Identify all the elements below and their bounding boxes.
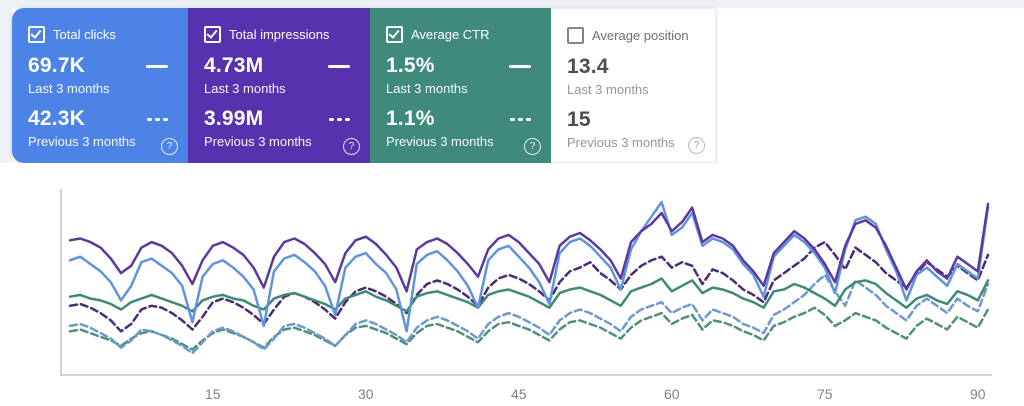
metric-value-current: 1.5% — [386, 54, 435, 77]
x-axis-tick-label: 75 — [817, 386, 833, 402]
metrics-summary-panel: Total clicks 69.7K Last 3 months 42.3K P… — [12, 8, 716, 163]
metric-card-total-clicks[interactable]: Total clicks 69.7K Last 3 months 42.3K P… — [12, 8, 188, 163]
x-axis-tick-label: 90 — [970, 386, 986, 402]
period-previous-label: Previous 3 months — [386, 134, 494, 149]
period-previous-label: Previous 3 months — [567, 135, 675, 150]
x-axis-tick-label: 15 — [205, 386, 221, 402]
performance-chart-canvas: 15 30 45 60 75 90 — [60, 189, 992, 402]
checkbox-checked-icon[interactable] — [204, 26, 221, 43]
dashed-line-legend-icon — [329, 117, 350, 121]
metric-card-average-position[interactable]: Average position 13.4 Last 3 months 15 P… — [551, 8, 716, 163]
period-current-label: Last 3 months — [28, 81, 110, 96]
solid-line-legend-icon — [509, 64, 531, 68]
metric-label: Total clicks — [53, 27, 116, 42]
metric-card-average-ctr[interactable]: Average CTR 1.5% Last 3 months 1.1% Prev… — [370, 8, 551, 163]
metric-value-current: 4.73M — [204, 54, 264, 77]
chart-line-ctr-previous — [68, 306, 990, 351]
metric-value-current: 13.4 — [567, 55, 609, 78]
metric-value-previous: 3.99M — [204, 107, 264, 130]
period-current-label: Last 3 months — [204, 81, 286, 96]
metric-value-previous: 42.3K — [28, 107, 86, 130]
metric-label: Average CTR — [411, 27, 490, 42]
period-previous-label: Previous 3 months — [204, 134, 312, 149]
chart-line-impressions-previous — [68, 240, 990, 333]
solid-line-legend-icon — [328, 64, 350, 68]
help-icon[interactable] — [688, 137, 705, 154]
chart-line-impressions-current — [68, 202, 990, 293]
checkbox-checked-icon[interactable] — [28, 26, 45, 43]
chart-line-ctr-current — [68, 277, 990, 313]
page-background-strip-top — [0, 0, 1024, 8]
chart-line-clicks-current — [68, 200, 990, 333]
help-icon[interactable] — [343, 138, 360, 155]
metric-label: Average position — [592, 28, 689, 43]
checkbox-unchecked-icon[interactable] — [567, 27, 584, 44]
help-icon[interactable] — [161, 138, 178, 155]
period-current-label: Last 3 months — [567, 82, 649, 97]
solid-line-legend-icon — [146, 64, 168, 68]
metric-card-total-impressions[interactable]: Total impressions 4.73M Last 3 months 3.… — [188, 8, 370, 163]
metric-value-current: 69.7K — [28, 54, 86, 77]
metric-value-previous: 1.1% — [386, 107, 435, 130]
x-axis-tick-label: 30 — [358, 386, 374, 402]
metric-label: Total impressions — [229, 27, 330, 42]
performance-chart: 15 30 45 60 75 90 — [0, 163, 1024, 406]
metric-value-previous: 15 — [567, 108, 591, 131]
help-icon[interactable] — [524, 138, 541, 155]
period-previous-label: Previous 3 months — [28, 134, 136, 149]
dashed-line-legend-icon — [510, 117, 531, 121]
x-axis-tick-label: 60 — [664, 386, 680, 402]
period-current-label: Last 3 months — [386, 81, 468, 96]
dashed-line-legend-icon — [147, 117, 168, 121]
checkbox-checked-icon[interactable] — [386, 26, 403, 43]
x-axis-tick-label: 45 — [511, 386, 527, 402]
